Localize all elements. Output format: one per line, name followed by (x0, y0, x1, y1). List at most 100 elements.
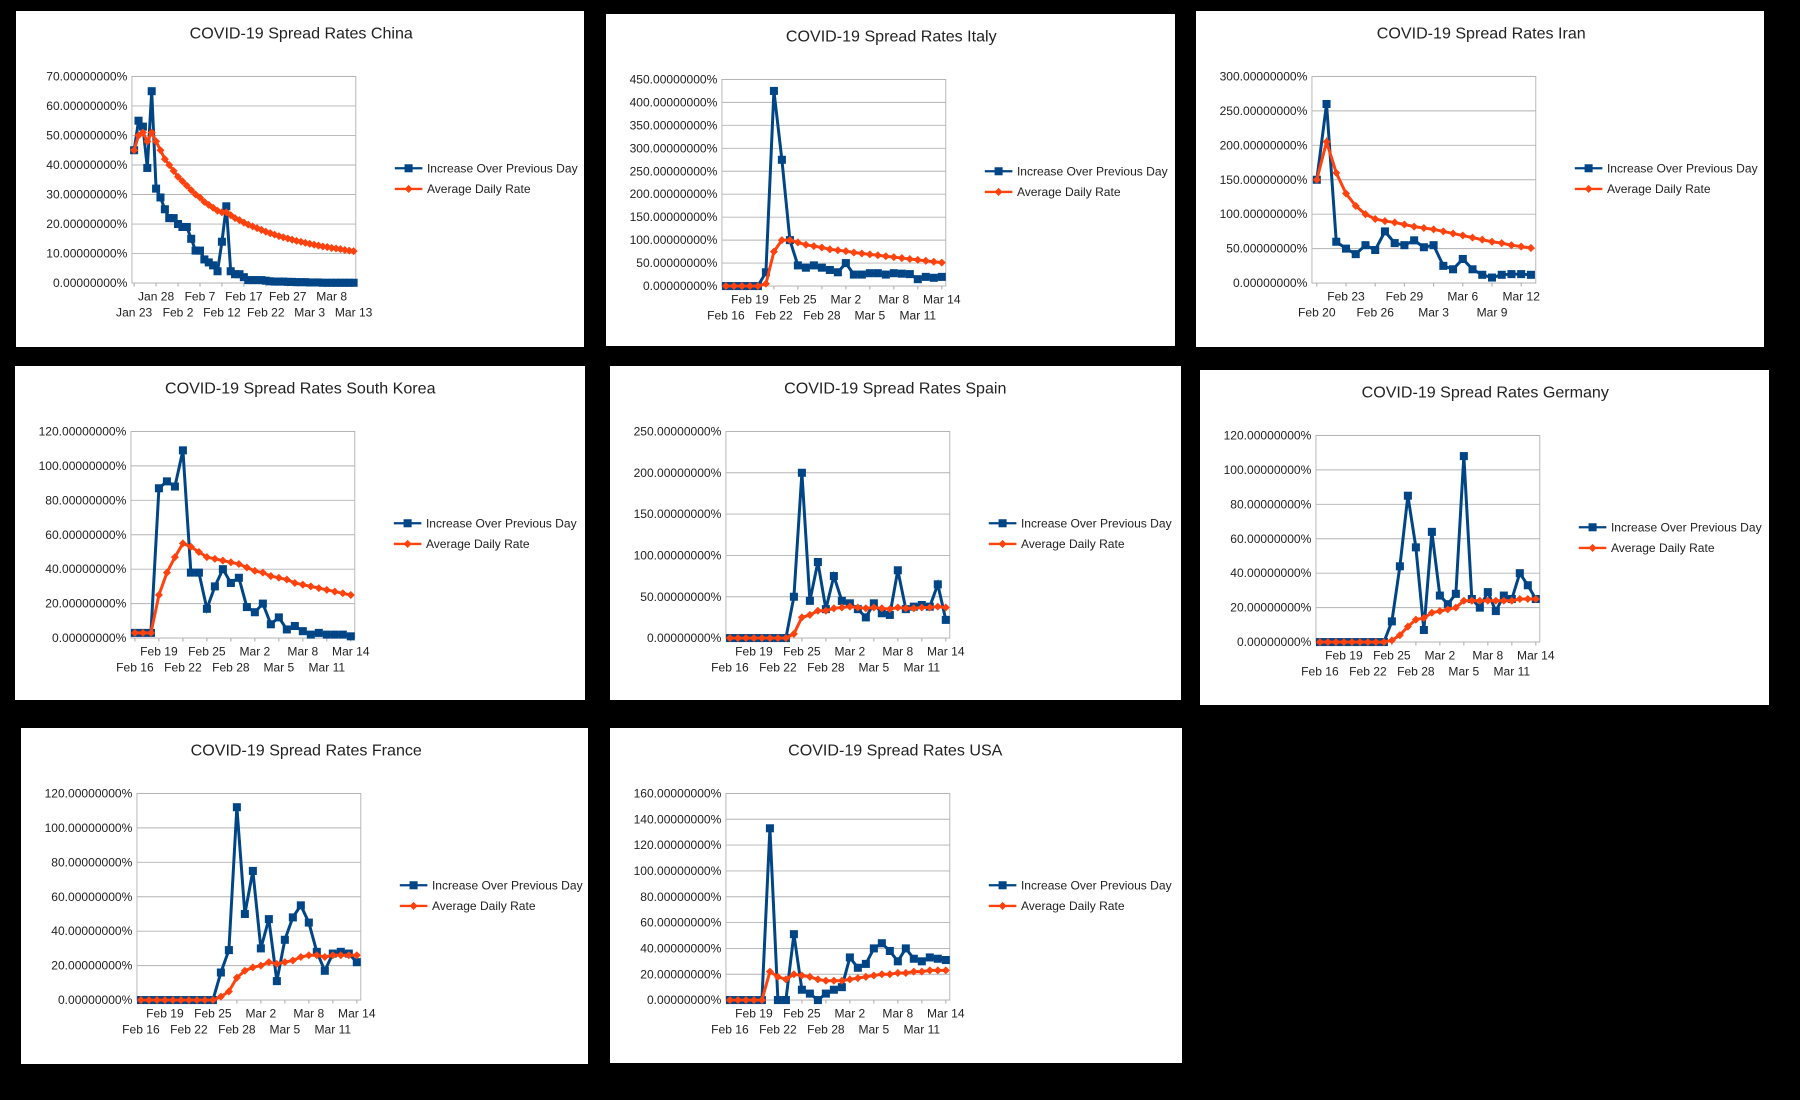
marker-square (282, 625, 291, 634)
marker-square (917, 957, 926, 966)
marker-diamond (917, 967, 926, 976)
x-tick-label: Feb 16 (707, 308, 745, 322)
marker-diamond (825, 245, 834, 254)
marker-square (905, 269, 914, 278)
x-tick-label: Feb 28 (807, 1022, 845, 1036)
plot-frame (1315, 434, 1540, 643)
marker-diamond (837, 603, 846, 612)
y-tick-label: 0.00000000% (1233, 277, 1308, 291)
marker-square (240, 909, 249, 918)
marker-diamond (1411, 615, 1420, 624)
legend-label: Increase Over Previous Day (1021, 878, 1172, 892)
marker-diamond (765, 634, 774, 643)
marker-square (134, 117, 143, 126)
y-tick-label: 80.00000000% (1230, 497, 1311, 511)
y-tick-label: 0.00000000% (53, 277, 128, 291)
marker-diamond (143, 137, 152, 146)
x-tick-label: Feb 28 (1397, 664, 1435, 678)
marker-diamond (889, 252, 898, 261)
x-tick-label: Feb 26 (1357, 306, 1395, 320)
marker-square (829, 985, 838, 994)
x-tick-label: Feb 22 (247, 306, 285, 320)
marker-diamond (1379, 637, 1388, 646)
marker-square (152, 185, 161, 194)
marker-square (925, 953, 934, 962)
marker-square (909, 954, 918, 963)
x-tick-label: Mar 14 (338, 1006, 376, 1020)
x-tick-label: Mar 8 (316, 290, 347, 304)
legend-label: Average Daily Rate (1021, 537, 1125, 551)
marker-diamond (865, 250, 874, 259)
x-tick-label: Jan 28 (138, 290, 174, 304)
marker-square (1527, 271, 1536, 280)
marker-square (877, 939, 886, 948)
marker-square (143, 164, 152, 173)
marker-square (256, 944, 265, 953)
y-tick-label: 400.00000000% (630, 95, 718, 109)
x-tick-label: Feb 25 (779, 292, 817, 306)
marker-diamond (1427, 608, 1436, 617)
marker-diamond (226, 558, 235, 567)
y-tick-label: 100.00000000% (1223, 463, 1311, 477)
marker-diamond (1439, 227, 1448, 236)
marker-diamond (280, 957, 289, 966)
marker-diamond (304, 951, 313, 960)
marker-diamond (1507, 596, 1516, 605)
legend-marker (409, 881, 418, 890)
marker-square (1332, 238, 1341, 247)
marker-diamond (817, 243, 827, 252)
plot-frame (1311, 76, 1537, 284)
marker-square (322, 630, 331, 639)
marker-diamond (797, 971, 806, 980)
marker-square (1381, 227, 1390, 236)
marker-square (1390, 239, 1399, 248)
y-tick-label: 80.00000000% (51, 855, 132, 869)
marker-square (762, 268, 771, 277)
marker-diamond (781, 975, 790, 984)
x-tick-label: Feb 25 (1373, 648, 1411, 662)
marker-diamond (1468, 234, 1477, 243)
marker-diamond (885, 970, 894, 979)
marker-diamond (1315, 637, 1324, 646)
x-tick-label: Mar 14 (927, 644, 965, 658)
marker-diamond (328, 951, 337, 960)
y-tick-label: 350.00000000% (630, 118, 718, 132)
y-tick-label: 140.00000000% (633, 812, 721, 826)
marker-diamond (1312, 176, 1321, 185)
marker-diamond (138, 128, 147, 138)
marker-diamond (192, 995, 201, 1004)
marker-diamond (741, 634, 750, 643)
marker-diamond (893, 603, 902, 612)
y-tick-label: 30.00000000% (46, 188, 127, 202)
x-tick-label: Mar 11 (314, 1022, 351, 1036)
chart: COVID-19 Spread Rates South Korea 0.00000… (14, 366, 586, 701)
x-tick-label: Feb 28 (212, 661, 250, 675)
marker-square (1403, 491, 1412, 500)
marker-diamond (757, 634, 766, 643)
marker-diamond (1355, 637, 1364, 646)
marker-square (913, 274, 922, 283)
legend-label: Increase Over Previous Day (426, 516, 577, 530)
marker-diamond (130, 629, 139, 638)
marker-square (186, 568, 195, 577)
x-tick-label: Mar 2 (831, 292, 862, 306)
marker-diamond (845, 975, 854, 984)
marker-square (773, 995, 782, 1004)
marker-square (288, 913, 297, 922)
series-line (132, 129, 354, 254)
marker-diamond (769, 247, 779, 256)
y-tick-label: 120.00000000% (1223, 428, 1311, 442)
marker-diamond (1400, 220, 1409, 230)
marker-square (845, 953, 854, 962)
y-tick-label: 120.00000000% (39, 425, 127, 439)
x-tick-label: Feb 23 (1327, 290, 1365, 304)
marker-square (310, 278, 319, 287)
marker-square (797, 468, 806, 477)
x-tick-label: Mar 2 (239, 644, 270, 658)
x-tick-label: Feb 25 (194, 1006, 232, 1020)
marker-square (349, 279, 358, 288)
legend-label: Average Daily Rate (427, 182, 531, 196)
marker-square (239, 273, 248, 282)
x-tick-label: Mar 11 (903, 1022, 940, 1036)
chart: COVID-19 Spread Rates China 0.00000000% 10… (16, 11, 585, 347)
